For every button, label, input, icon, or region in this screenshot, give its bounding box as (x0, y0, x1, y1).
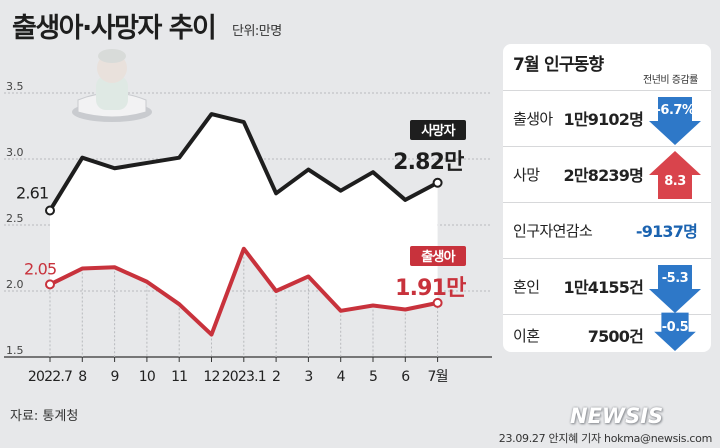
newsis-logo: NEWSIS (570, 404, 664, 428)
x-tick-label: 12 (203, 369, 219, 385)
x-tick-label: 2023.1 (222, 369, 266, 385)
population-trend-panel: 7월 인구동향 전년비 증감률 출생아 1만9102명 -6.7% 사망 2만8… (503, 44, 711, 352)
series-name-deaths: 사망자 (421, 123, 455, 139)
series-name-births: 출생아 (421, 249, 455, 265)
x-tick-label: 8 (78, 369, 86, 385)
data-label-first: 2.05 (24, 259, 56, 278)
row-label: 혼인 (513, 278, 540, 296)
row-value: 2만8239명 (563, 166, 643, 185)
row-label: 사망 (513, 166, 540, 184)
y-tick-label: 1.5 (6, 344, 24, 357)
panel-subtitle: 전년비 증감률 (643, 75, 698, 86)
x-tick-label: 6 (401, 369, 410, 385)
data-point (45, 279, 55, 290)
y-tick-label: 2.5 (6, 212, 24, 225)
data-point (432, 177, 443, 188)
series-line-births (49, 246, 439, 337)
row-label: 출생아 (513, 110, 553, 128)
down-arrow-icon (654, 312, 696, 351)
x-tick-label: 5 (369, 369, 377, 385)
data-label-last: 2.82만 (393, 150, 464, 175)
change-badge: 8.3 (664, 174, 686, 189)
y-tick-label: 2.0 (6, 278, 24, 291)
down-arrow-icon (649, 265, 701, 313)
baby-body (96, 76, 128, 110)
y-axis: 3.5 3.0 2.5 2.0 1.5 (6, 80, 24, 357)
area-fill (50, 114, 438, 335)
row-births: 출생아 1만9102명 -6.7% (503, 90, 711, 147)
row-value: -9137명 (635, 222, 698, 241)
panel-title: 7월 인구동향 (513, 55, 604, 75)
series-lines (45, 112, 443, 337)
x-tick-label: 11 (171, 369, 187, 385)
x-axis: 2022.7 8 9 10 11 12 2023.1 2 3 4 5 6 7월 (28, 357, 448, 385)
row-value: 7500건 (587, 327, 644, 346)
unit-label: 단위:만명 (232, 24, 282, 39)
change-badge: -0.5 (661, 320, 689, 335)
row-label: 인구자연감소 (513, 222, 593, 240)
baby-illustration-icon (72, 49, 152, 122)
x-tick-label: 4 (337, 369, 346, 385)
up-arrow-icon (649, 151, 701, 199)
source-note: 자료: 통계청 (10, 409, 79, 424)
row-deaths: 사망 2만8239명 8.3 (503, 146, 711, 203)
y-tick-label: 3.0 (6, 146, 24, 159)
x-tick-label: 2022.7 (28, 369, 72, 385)
data-label-first: 2.61 (16, 183, 48, 202)
x-tick-label: 2 (272, 369, 280, 385)
series-name-box (410, 120, 466, 140)
change-badge: -6.7% (655, 103, 695, 118)
row-label: 이혼 (513, 327, 540, 345)
data-label-last: 1.91만 (395, 276, 466, 301)
row-marriages: 혼인 1만4155건 -5.3 (503, 258, 711, 315)
series-name-box (410, 246, 466, 266)
row-natural-decrease: 인구자연감소 -9137명 (503, 202, 711, 259)
row-value: 1만4155건 (563, 278, 643, 297)
data-point (432, 297, 443, 308)
down-arrow-icon (649, 97, 701, 145)
series-line-deaths (48, 112, 439, 212)
change-badge: -5.3 (661, 271, 689, 286)
x-tick-label: 9 (111, 369, 119, 385)
row-value: 1만9102명 (563, 110, 643, 129)
x-tick-label: 3 (304, 369, 312, 385)
area-between-series (50, 114, 438, 335)
x-tick-label: 7월 (428, 369, 448, 385)
row-divorces: 이혼 7500건 -0.5 (503, 312, 711, 353)
data-point (45, 205, 55, 216)
page-title: 출생아·사망자 추이 (12, 13, 217, 44)
credit-line: 23.09.27 안지혜 기자 hokma@newsis.com (498, 432, 713, 445)
baby-hat (98, 49, 126, 63)
y-tick-label: 3.5 (6, 80, 24, 93)
x-tick-label: 10 (139, 369, 155, 385)
